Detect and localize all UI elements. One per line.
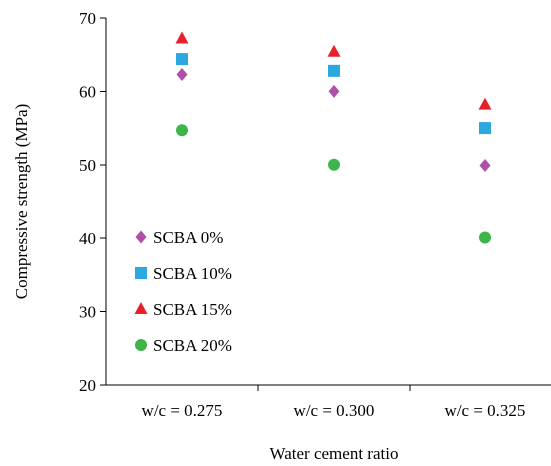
legend-diamond-icon (135, 230, 147, 244)
x-tick-label: w/c = 0.300 (294, 401, 375, 420)
y-ticks: 20 30 40 50 60 70 (79, 9, 106, 395)
data-point-square (328, 64, 340, 77)
legend-label: SCBA 15% (153, 300, 232, 319)
x-axis-title: Water cement ratio (270, 444, 399, 463)
x-tick-label: w/c = 0.275 (142, 401, 223, 420)
y-tick-label: 70 (79, 9, 96, 28)
y-tick-label: 60 (79, 82, 96, 101)
series-diamond (176, 68, 491, 173)
series-triangle (175, 31, 492, 110)
y-tick-label: 40 (79, 229, 96, 248)
data-point-diamond (176, 68, 188, 82)
data-markers (175, 31, 492, 244)
legend-square-icon (135, 267, 147, 279)
series-square (176, 53, 491, 135)
legend-circle-icon (135, 339, 147, 351)
legend-label: SCBA 10% (153, 264, 232, 283)
legend-label: SCBA 20% (153, 336, 232, 355)
data-point-square (176, 53, 188, 66)
data-point-circle (328, 158, 340, 171)
data-point-circle (176, 124, 188, 137)
data-point-triangle (175, 31, 189, 44)
legend-item: SCBA 15% (134, 300, 232, 319)
data-point-diamond (328, 84, 340, 98)
data-point-triangle (478, 97, 492, 110)
axes (105, 18, 551, 386)
data-point-diamond (479, 159, 491, 173)
data-point-square (479, 122, 491, 135)
legend-item: SCBA 20% (135, 336, 232, 355)
data-point-triangle (327, 44, 341, 57)
legend-item: SCBA 10% (135, 264, 232, 283)
y-tick-label: 30 (79, 303, 96, 322)
data-point-circle (479, 231, 491, 244)
x-ticks: w/c = 0.275 w/c = 0.300 w/c = 0.325 (142, 385, 526, 420)
legend-label: SCBA 0% (153, 228, 223, 247)
x-tick-label: w/c = 0.325 (445, 401, 526, 420)
legend-triangle-icon (134, 302, 148, 314)
y-tick-label: 50 (79, 156, 96, 175)
y-axis-title: Compressive strength (MPa) (12, 104, 31, 299)
legend-item: SCBA 0% (135, 228, 223, 247)
legend: SCBA 0% SCBA 10% SCBA 15% SCBA 20% (134, 228, 232, 355)
series-circle (176, 124, 491, 244)
y-tick-label: 20 (79, 376, 96, 395)
